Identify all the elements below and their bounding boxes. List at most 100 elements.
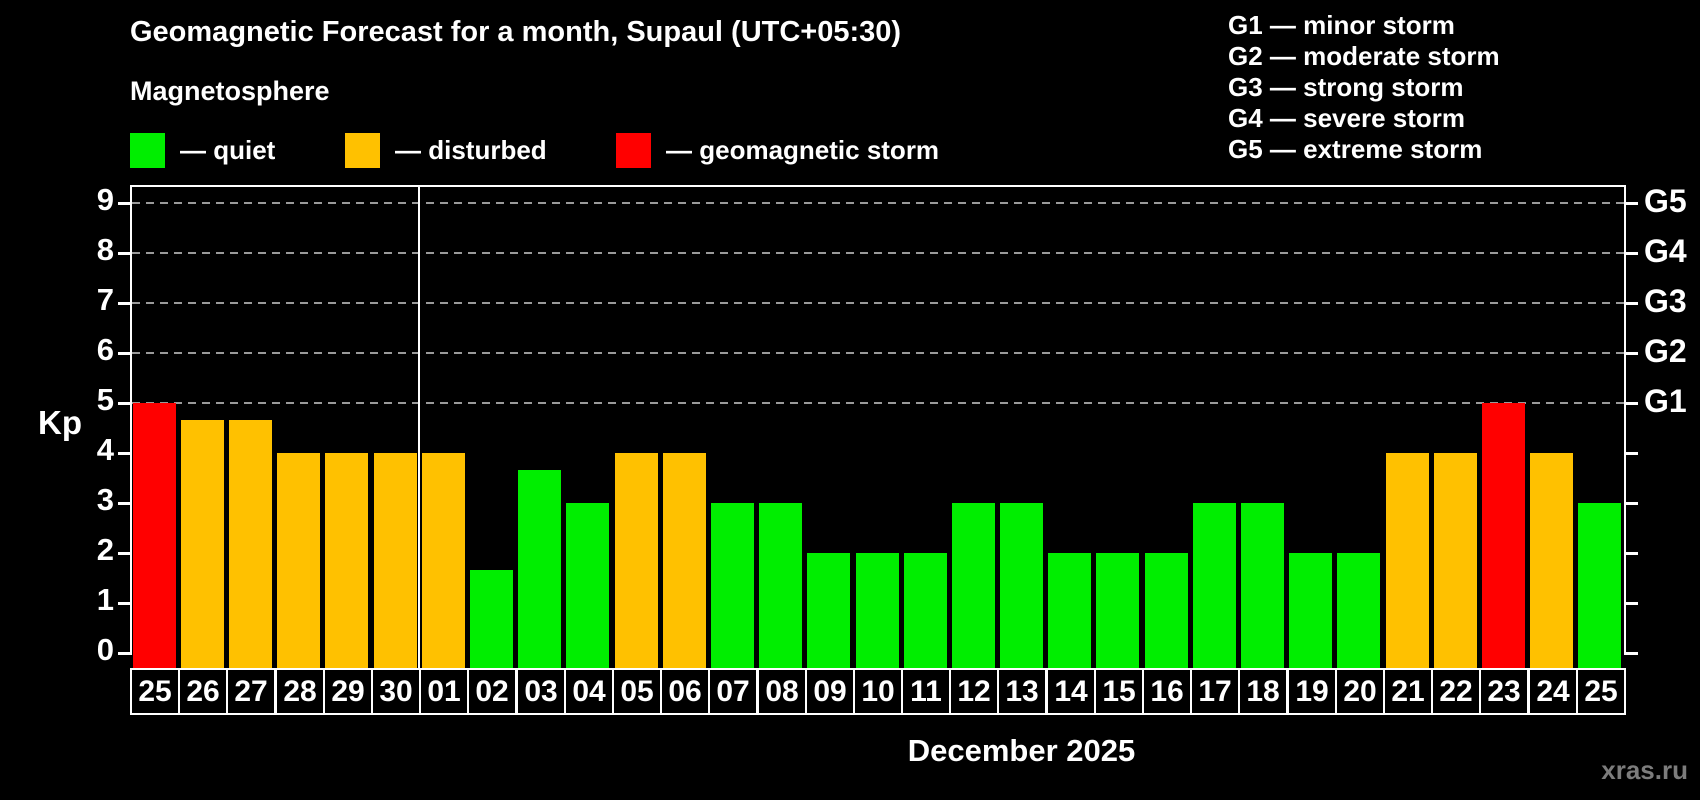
date-cell-17: 17 (1190, 668, 1240, 715)
g-tick-label: G5 (1644, 183, 1687, 219)
disturbed-color-swatch (345, 133, 380, 168)
kp-tick-label: 4 (96, 432, 114, 467)
kp-tick-label: 7 (96, 282, 114, 317)
date-cell-10: 10 (853, 668, 903, 715)
date-cell-08: 08 (757, 668, 807, 715)
kp-bar-08 (759, 503, 802, 668)
kp-tick-label: 3 (96, 482, 114, 517)
kp-bar-17 (1193, 503, 1236, 668)
left-axis-tick (118, 202, 130, 205)
kp-tick-label: 1 (96, 582, 114, 617)
left-axis-tick (118, 402, 130, 405)
kp-bar-09 (807, 553, 850, 668)
left-axis-tick (118, 552, 130, 555)
kp-bar-23 (1482, 403, 1525, 668)
left-axis-line (130, 185, 132, 655)
date-cell-07: 07 (708, 668, 758, 715)
gridline-kp9 (132, 202, 1624, 204)
g-tick-label: G1 (1644, 383, 1687, 419)
date-cell-14: 14 (1046, 668, 1096, 715)
kp-tick-label: 8 (96, 232, 114, 267)
right-axis-tick (1626, 602, 1638, 605)
gridline-kp7 (132, 302, 1624, 304)
right-axis-tick (1626, 202, 1638, 205)
g-scale-legend: G1 — minor storm G2 — moderate storm G3 — … (1228, 10, 1500, 165)
right-axis-tick (1626, 352, 1638, 355)
kp-tick-label: 2 (96, 532, 114, 567)
kp-bar-14 (1048, 553, 1091, 668)
date-cell-27: 27 (226, 668, 276, 715)
month-label: December 2025 (907, 733, 1136, 768)
g-legend-line-5: G5 — extreme storm (1228, 134, 1483, 164)
gridline-kp6 (132, 352, 1624, 354)
left-axis-tick (118, 302, 130, 305)
kp-bar-01 (422, 453, 465, 668)
left-axis-tick (118, 452, 130, 455)
kp-bar-07 (711, 503, 754, 668)
date-cell-20: 20 (1335, 668, 1385, 715)
date-cell-12: 12 (949, 668, 999, 715)
kp-bar-18 (1241, 503, 1284, 668)
kp-bar-03 (518, 469, 561, 668)
kp-bar-02 (470, 569, 513, 668)
kp-bar-29 (325, 453, 368, 668)
right-axis-tick (1626, 252, 1638, 255)
date-cell-29: 29 (323, 668, 373, 715)
date-cell-03: 03 (516, 668, 566, 715)
date-cell-23: 23 (1479, 668, 1529, 715)
month-separator-line (418, 185, 420, 668)
kp-bar-10 (856, 553, 899, 668)
chart-title: Geomagnetic Forecast for a month, Supaul… (130, 16, 902, 48)
kp-bar-15 (1096, 553, 1139, 668)
date-cell-16: 16 (1142, 668, 1192, 715)
date-cell-30: 30 (371, 668, 421, 715)
right-axis-tick (1626, 652, 1638, 655)
left-axis-tick (118, 602, 130, 605)
left-axis-tick (118, 652, 130, 655)
date-cell-13: 13 (997, 668, 1047, 715)
right-axis-tick (1626, 452, 1638, 455)
g-tick-label: G3 (1644, 283, 1687, 319)
magnetosphere-label: Magnetosphere (130, 76, 330, 106)
date-cell-15: 15 (1094, 668, 1144, 715)
kp-bar-06 (663, 453, 706, 668)
right-axis-tick (1626, 552, 1638, 555)
kp-bar-19 (1289, 553, 1332, 668)
date-cell-01: 01 (419, 668, 469, 715)
date-cell-06: 06 (660, 668, 710, 715)
kp-tick-label: 0 (96, 632, 114, 667)
kp-status-legend: — quiet — disturbed — geomagnetic storm (0, 130, 1100, 170)
date-cell-28: 28 (275, 668, 325, 715)
kp-bar-21 (1386, 453, 1429, 668)
right-axis-tick (1626, 502, 1638, 505)
g-legend-line-1: G1 — minor storm (1228, 10, 1455, 40)
kp-bar-13 (1000, 503, 1043, 668)
g-legend-line-2: G2 — moderate storm (1228, 41, 1500, 71)
date-cell-25: 25 (1576, 668, 1626, 715)
kp-bar-25 (1578, 503, 1621, 668)
kp-bar-05 (615, 453, 658, 668)
date-cell-21: 21 (1383, 668, 1433, 715)
left-axis-tick (118, 352, 130, 355)
g-legend-line-4: G4 — severe storm (1228, 103, 1466, 133)
g-tick-label: G4 (1644, 233, 1687, 269)
left-axis-tick (118, 502, 130, 505)
gridline-kp8 (132, 252, 1624, 254)
kp-bar-26 (181, 419, 224, 668)
kp-tick-label: 9 (96, 182, 114, 217)
storm-legend-label: — geomagnetic storm (666, 135, 940, 165)
left-axis-tick (118, 252, 130, 255)
date-cell-24: 24 (1528, 668, 1578, 715)
kp-bar-24 (1530, 453, 1573, 668)
kp-bar-28 (277, 453, 320, 668)
quiet-color-swatch (130, 133, 165, 168)
date-cell-19: 19 (1287, 668, 1337, 715)
kp-bar-11 (904, 553, 947, 668)
kp-bar-25 (133, 403, 176, 668)
kp-tick-label: 6 (96, 332, 114, 367)
g-tick-label: G2 (1644, 333, 1687, 369)
date-cell-11: 11 (901, 668, 951, 715)
date-cell-26: 26 (178, 668, 228, 715)
kp-bar-27 (229, 419, 272, 668)
